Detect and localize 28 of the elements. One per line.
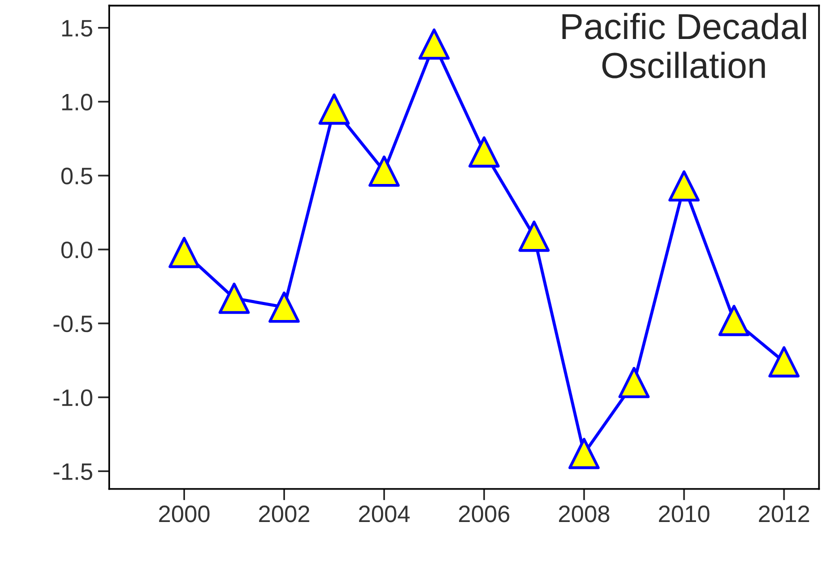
x-tick-label: 2010: [658, 506, 710, 522]
y-tick-label: 0.5: [61, 168, 92, 184]
point: [518, 220, 550, 252]
point: [468, 136, 500, 168]
annotation: Pacific Decadal Oscillation: [562, 12, 806, 78]
y-tick-label: 0.0: [61, 242, 92, 258]
x-tick-label: 2012: [758, 506, 810, 522]
point: [268, 292, 300, 323]
x-tick-label: 2004: [359, 506, 410, 522]
point: [568, 438, 600, 470]
point: [218, 282, 250, 314]
x-tick-label: 2008: [558, 506, 610, 522]
y-tick-label: -1.5: [54, 464, 92, 480]
point: [318, 93, 350, 125]
point: [768, 346, 800, 378]
x-tick-label: 2006: [459, 506, 510, 522]
point: [618, 366, 650, 398]
y-tick-label: 1.5: [62, 20, 92, 37]
point: [418, 28, 450, 60]
x-tick-label: 2000: [159, 506, 210, 522]
point: [718, 304, 750, 336]
y-tick-label: 1.0: [62, 94, 92, 110]
point: [168, 236, 200, 268]
y-tick-label: -1.0: [54, 389, 92, 406]
x-tick-label: 2002: [259, 506, 310, 522]
point: [368, 156, 400, 187]
y-tick-label: -0.5: [54, 315, 92, 332]
point: [668, 170, 700, 202]
